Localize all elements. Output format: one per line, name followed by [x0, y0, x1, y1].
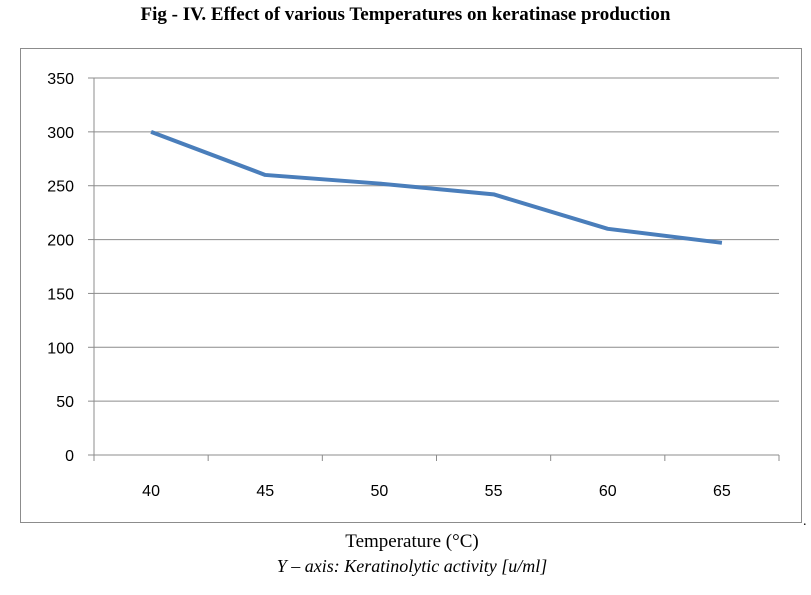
series-line [150, 129, 723, 245]
y-tick-label: 50 [56, 394, 74, 411]
x-tick-label: 55 [485, 483, 503, 500]
x-axis-label: Temperature (°C) [345, 531, 479, 552]
y-tick-label: 300 [47, 125, 74, 142]
y-axis-note: Y – axis: Keratinolytic activity [u/ml] [276, 556, 548, 576]
chart-title: Fig - IV. Effect of various Temperatures… [140, 4, 671, 25]
x-tick-label: 50 [371, 483, 389, 500]
y-tick-label: 150 [47, 286, 74, 303]
chart-frame [20, 48, 802, 523]
x-tick-label: 45 [256, 483, 274, 500]
x-tick-label: 60 [599, 483, 617, 500]
x-tick-label: 40 [142, 483, 160, 500]
y-tick-label: 100 [47, 340, 74, 357]
y-tick-label: 0 [65, 448, 74, 465]
y-tick-label: 350 [47, 71, 74, 88]
y-tick-label: 200 [47, 233, 74, 250]
y-tick-label: 250 [47, 179, 74, 196]
x-tick-label: 65 [713, 483, 731, 500]
stray-dot: . [803, 514, 807, 529]
